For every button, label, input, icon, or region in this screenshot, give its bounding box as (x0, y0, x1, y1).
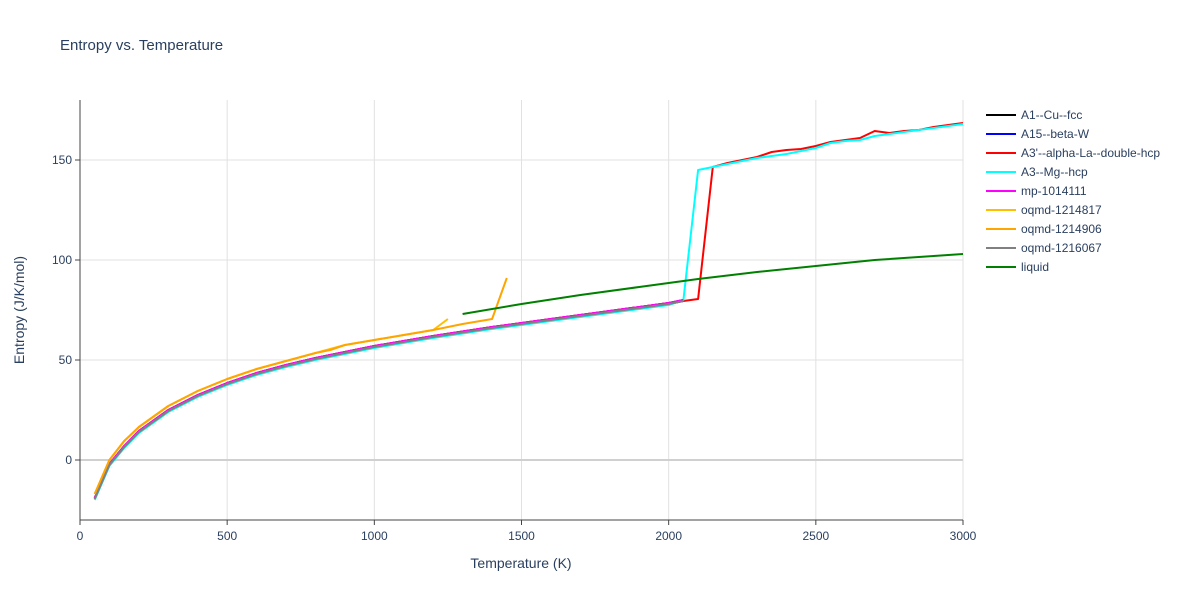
y-axis-title: Entropy (J/K/mol) (11, 256, 27, 364)
x-tick-label: 3000 (950, 529, 977, 543)
x-axis-title: Temperature (K) (470, 555, 571, 571)
series-line-oqmd-1214906 (93, 277, 508, 495)
x-tick-label: 2000 (655, 529, 682, 543)
legend-label: mp-1014111 (1021, 184, 1087, 198)
legend-item-a1-cu-fcc[interactable]: A1--Cu--fcc (986, 108, 1082, 122)
legend-label: A1--Cu--fcc (1021, 108, 1082, 122)
series-line-liquid (462, 253, 963, 315)
y-tick-label: 150 (52, 153, 72, 167)
y-tick-label: 50 (59, 353, 73, 367)
legend: A1--Cu--fcc A15--beta-W A3'--alpha-La--dou… (986, 108, 1160, 274)
grid (80, 100, 964, 520)
legend-item-liquid[interactable]: liquid (986, 260, 1049, 274)
legend-label: oqmd-1214817 (1021, 203, 1102, 217)
legend-item-oqmd-1214906[interactable]: oqmd-1214906 (986, 222, 1102, 236)
legend-item-mp-1014111[interactable]: mp-1014111 (986, 184, 1087, 198)
legend-item-a15-beta-w[interactable]: A15--beta-W (986, 127, 1090, 141)
x-tick-label: 0 (77, 529, 84, 543)
legend-label: A15--beta-W (1021, 127, 1090, 141)
axes (75, 100, 964, 525)
legend-label: A3--Mg--hcp (1021, 165, 1088, 179)
series-lines (93, 122, 963, 501)
legend-label: liquid (1021, 260, 1049, 274)
x-tick-label: 2500 (802, 529, 829, 543)
series-line-oqmd-1216067 (93, 300, 684, 500)
y-tick-label: 0 (65, 453, 72, 467)
x-tick-label: 1500 (508, 529, 535, 543)
legend-item-oqmd-1216067[interactable]: oqmd-1216067 (986, 241, 1102, 255)
legend-label: oqmd-1216067 (1021, 241, 1102, 255)
legend-label: A3'--alpha-La--double-hcp (1021, 146, 1160, 160)
legend-item-a3-alpha-la-double-hcp[interactable]: A3'--alpha-La--double-hcp (986, 146, 1160, 160)
chart-title: Entropy vs. Temperature (60, 37, 223, 54)
x-tick-label: 500 (217, 529, 237, 543)
series-line-a3-alpha-la-double-hcp (93, 122, 963, 499)
x-tick-label: 1000 (361, 529, 388, 543)
legend-label: oqmd-1214906 (1021, 222, 1102, 236)
series-line-a3-mg-hcp (93, 123, 963, 501)
legend-item-a3-mg-hcp[interactable]: A3--Mg--hcp (986, 165, 1088, 179)
tick-labels: 0 500 1000 1500 2000 2500 3000 0 50 100 150 (52, 153, 977, 543)
legend-item-oqmd-1214817[interactable]: oqmd-1214817 (986, 203, 1102, 217)
series-line-a15-beta-w (93, 300, 684, 500)
y-tick-label: 100 (52, 253, 72, 267)
